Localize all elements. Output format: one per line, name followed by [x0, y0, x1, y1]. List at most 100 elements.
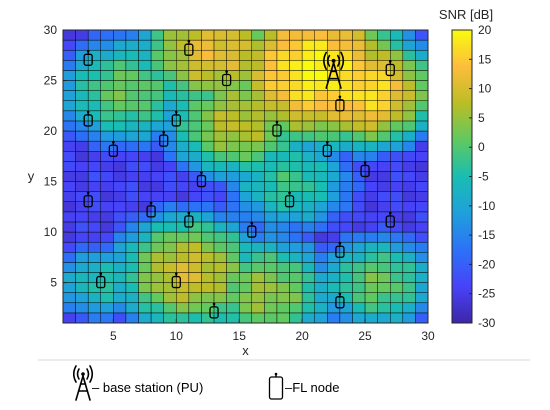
heatmap-cell — [238, 171, 253, 182]
heatmap-cell — [339, 70, 353, 81]
heatmap-cell — [264, 201, 278, 213]
heatmap-cell — [125, 171, 139, 182]
heatmap-cell — [138, 302, 152, 314]
heatmap-cell — [377, 151, 391, 162]
heatmap-cell — [75, 211, 89, 223]
heatmap-cell — [150, 231, 164, 243]
heatmap-cell — [415, 272, 429, 283]
heatmap-cell — [327, 100, 341, 112]
heatmap-cell — [415, 282, 429, 293]
legend-base-station-label: – base station (PU) — [92, 380, 203, 395]
heatmap-cell — [150, 120, 164, 132]
heatmap-cell — [138, 171, 152, 182]
heatmap-cell — [150, 130, 164, 142]
heatmap-cell — [201, 282, 215, 293]
heatmap-cell — [352, 49, 366, 61]
heatmap-cell — [352, 231, 366, 243]
heatmap-cell — [75, 39, 89, 51]
heatmap-cell — [138, 191, 152, 202]
heatmap-cell — [364, 110, 378, 122]
heatmap-cell — [87, 221, 101, 233]
heatmap-cell — [276, 49, 290, 61]
heatmap-cell — [352, 120, 366, 132]
heatmap-cell — [138, 262, 152, 273]
heatmap-cell — [314, 292, 328, 304]
heatmap-cell — [163, 272, 177, 283]
heatmap-cell — [226, 262, 240, 273]
fl-node-icon — [171, 272, 181, 289]
heatmap-cell — [314, 272, 328, 283]
heatmap-cell — [87, 110, 101, 122]
heatmap-cell — [238, 252, 253, 263]
heatmap-cell — [327, 110, 341, 122]
heatmap-cell — [402, 70, 416, 81]
heatmap-cell — [301, 312, 315, 324]
x-tick-label: 25 — [358, 329, 372, 343]
heatmap-cell — [75, 49, 89, 61]
heatmap-cell — [125, 272, 139, 283]
heatmap-cell — [390, 90, 404, 101]
heatmap-cell — [163, 60, 177, 71]
heatmap-cell — [402, 49, 416, 61]
heatmap-cell — [113, 171, 127, 182]
antenna-icon — [323, 51, 345, 89]
heatmap-cell — [289, 140, 303, 152]
heatmap-cell — [201, 29, 215, 41]
heatmap-cell — [314, 211, 328, 223]
heatmap-cell — [264, 70, 278, 81]
heatmap-cell — [188, 231, 202, 243]
heatmap-cell — [75, 110, 89, 122]
fl-node-icon — [83, 50, 93, 66]
heatmap-cell — [176, 231, 190, 243]
heatmap-cell — [62, 201, 76, 213]
heatmap-cell — [100, 100, 114, 112]
heatmap-cell — [339, 39, 353, 51]
y-axis-ticks: 5 10 15 20 25 30 — [44, 23, 67, 290]
heatmap-cell — [150, 292, 164, 304]
fl-node-icon — [184, 211, 194, 228]
heatmap-cell — [150, 100, 164, 112]
heatmap-cell — [264, 211, 278, 223]
heatmap-cell — [327, 262, 341, 273]
heatmap-cell — [201, 191, 215, 202]
heatmap-cell — [251, 262, 265, 273]
heatmap-cell — [364, 49, 378, 61]
base-station-marker — [323, 51, 345, 89]
heatmap-cell — [238, 191, 253, 202]
heatmap-cell — [364, 161, 378, 172]
heatmap-cell — [289, 110, 303, 122]
heatmap-cell — [213, 272, 227, 283]
heatmap-cell — [327, 161, 341, 172]
heatmap-cell — [176, 201, 190, 213]
heatmap-cell — [213, 29, 227, 41]
heatmap-cell — [251, 120, 265, 132]
heatmap-cell — [339, 80, 353, 91]
fl-node-icon — [360, 161, 370, 178]
heatmap-cell — [226, 140, 240, 152]
heatmap-cell — [301, 70, 315, 81]
heatmap-cell — [138, 292, 152, 304]
heatmap-cell — [301, 90, 315, 101]
heatmap-cell — [276, 231, 290, 243]
heatmap-cell — [251, 151, 265, 162]
heatmap-cell — [251, 201, 265, 213]
heatmap-cell — [314, 110, 328, 122]
heatmap-cell — [289, 221, 303, 233]
heatmap-cell — [188, 191, 202, 202]
x-axis-label: x — [242, 343, 249, 358]
heatmap-cell — [377, 120, 391, 132]
fl-node-icon — [83, 110, 93, 127]
heatmap-cell — [301, 231, 315, 243]
heatmap-cell — [188, 292, 202, 304]
heatmap-cell — [264, 151, 278, 162]
heatmap-cell — [339, 130, 353, 142]
heatmap-cell — [301, 161, 315, 172]
heatmap-cell — [62, 312, 76, 324]
heatmap-cell — [264, 302, 278, 314]
heatmap-cell — [62, 140, 76, 152]
heatmap-cell — [339, 211, 353, 223]
heatmap-cell — [62, 70, 76, 81]
heatmap-cell — [163, 70, 177, 81]
heatmap-cell — [390, 312, 404, 324]
heatmap-cell — [264, 60, 278, 71]
